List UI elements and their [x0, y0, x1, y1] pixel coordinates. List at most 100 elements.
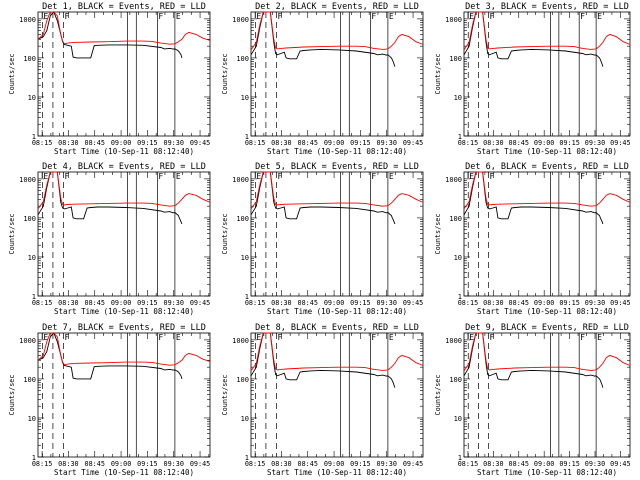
- panel-7-xtick-label: 08:30: [58, 460, 78, 468]
- panel-6-xlabel: Start Time (10-Sep-11 08:12:40): [477, 307, 617, 316]
- panel-4-marker-label: E: [43, 172, 48, 181]
- panel-4-xtick-label: 09:00: [111, 299, 131, 307]
- panel-9-xtick-label: 08:15: [458, 460, 478, 468]
- panel-4: Det 4, BLACK = Events, RED = LLD 1 10 100 10…: [8, 162, 211, 316]
- panel-3-ytick-label: 100: [449, 55, 462, 63]
- panel-1-marker-label: F: [158, 12, 163, 21]
- panel-5-title: Det 5, BLACK = Events, RED = LLD: [255, 162, 419, 172]
- panel-2-xtick-label: 09:00: [324, 139, 344, 147]
- panel-7-marker-label: F: [64, 333, 69, 342]
- panel-9-series-lld: [463, 332, 631, 372]
- panel-2-ytick-label: 1000: [232, 16, 249, 24]
- panel-7-series-events: [37, 332, 183, 380]
- panel-2-ylabel: Counts/sec: [221, 54, 229, 95]
- panel-1-plot-frame: [37, 11, 211, 137]
- panel-5-ytick-label: 10: [241, 254, 249, 262]
- panel-5-series-lld: [250, 171, 424, 210]
- panel-1-marker-label: F: [64, 12, 69, 21]
- panel-3-series-lld: [463, 11, 631, 51]
- panel-5-ytick-label: 1000: [232, 176, 249, 184]
- panel-1: Det 1, BLACK = Events, RED = LLD 1 10 100 10…: [8, 2, 211, 156]
- panel-7-title: Det 7, BLACK = Events, RED = LLD: [42, 323, 206, 333]
- panel-5-plot-frame: [250, 171, 424, 297]
- panel-9-ytick-label: 1000: [445, 337, 462, 345]
- panel-1-xtick-label: 09:45: [190, 139, 210, 147]
- panel-5-xtick-label: 09:30: [376, 299, 396, 307]
- panel-3-xtick-label: 08:45: [509, 139, 529, 147]
- panel-9-xtick-label: 08:30: [483, 460, 503, 468]
- panel-8-xtick-label: 09:45: [403, 460, 423, 468]
- panel-3-xtick-label: 09:15: [559, 139, 579, 147]
- panel-2-marker-label: F: [277, 12, 282, 21]
- panel-9-plot-frame: [463, 332, 631, 458]
- panel-2-xtick-label: 09:15: [350, 139, 370, 147]
- panel-8-ylabel: Counts/sec: [221, 375, 229, 416]
- panel-5-xtick-label: 08:30: [271, 299, 291, 307]
- panel-5-ylabel: Counts/sec: [221, 214, 229, 255]
- panel-5: Det 5, BLACK = Events, RED = LLD 1 10 100 10…: [221, 162, 424, 316]
- panel-3-ytick-label: 1000: [445, 16, 462, 24]
- panel-7-plot-frame: [37, 332, 211, 458]
- panel-9-xtick-label: 09:30: [585, 460, 605, 468]
- panel-2-plot-frame: [250, 11, 424, 137]
- panel-8-xtick-label: 09:15: [350, 460, 370, 468]
- panel-4-xtick-label: 08:30: [58, 299, 78, 307]
- panel-4-series-lld: [37, 171, 211, 210]
- panel-2-marker-label: F: [371, 12, 376, 21]
- panel-5-marker-label: F: [277, 172, 282, 181]
- panel-6-ylabel: Counts/sec: [434, 214, 442, 255]
- panel-3-marker-label: E: [469, 12, 474, 21]
- panel-1-title: Det 1, BLACK = Events, RED = LLD: [42, 2, 206, 12]
- panel-4-plot-frame: [37, 171, 211, 297]
- panel-9-ytick-label: 100: [449, 376, 462, 384]
- panel-4-marker-label: F: [158, 172, 163, 181]
- panel-7-ytick-label: 100: [23, 376, 36, 384]
- panel-4-xtick-label: 09:45: [190, 299, 210, 307]
- panel-7-xtick-label: 09:30: [163, 460, 183, 468]
- panel-7-xtick-label: 09:15: [137, 460, 157, 468]
- panel-7-ytick-label: 1000: [19, 337, 36, 345]
- panel-7-marker-label: F: [158, 333, 163, 342]
- panel-5-ytick-label: 100: [236, 215, 249, 223]
- panel-5-ytick-label: 1: [245, 293, 249, 301]
- panel-6-marker-label: F: [490, 172, 495, 181]
- panel-4-xtick-label: 09:15: [137, 299, 157, 307]
- panel-6: Det 6, BLACK = Events, RED = LLD 1 10 100 10…: [434, 162, 631, 316]
- panel-6-xtick-label: 09:45: [610, 299, 630, 307]
- panel-6-xtick-label: 09:00: [534, 299, 554, 307]
- panel-8-xtick-label: 09:30: [376, 460, 396, 468]
- panel-6-ytick-label: 10: [454, 254, 462, 262]
- panel-3-xtick-label: 09:00: [534, 139, 554, 147]
- panel-8-marker-label: F: [371, 333, 376, 342]
- panel-3-xtick-label: 09:30: [585, 139, 605, 147]
- panel-5-marker-label: F: [371, 172, 376, 181]
- panel-6-xtick-label: 09:30: [585, 299, 605, 307]
- panel-3-marker-label: F: [580, 12, 585, 21]
- panel-8: Det 8, BLACK = Events, RED = LLD 1 10 100 10…: [221, 323, 424, 477]
- panel-8-series-lld: [250, 332, 424, 372]
- panel-1-ylabel: Counts/sec: [8, 54, 16, 95]
- panel-2-title: Det 2, BLACK = Events, RED = LLD: [255, 2, 419, 12]
- panel-6-plot-frame: [463, 171, 631, 297]
- panel-2: Det 2, BLACK = Events, RED = LLD 1 10 100 10…: [221, 2, 424, 156]
- panel-4-marker-label: F: [64, 172, 69, 181]
- panel-3-xtick-label: 08:15: [458, 139, 478, 147]
- panel-2-xtick-label: 08:30: [271, 139, 291, 147]
- panel-1-ytick-label: 100: [23, 55, 36, 63]
- panel-9-ytick-label: 1: [458, 454, 462, 462]
- panel-6-xtick-label: 08:45: [509, 299, 529, 307]
- panel-7-xtick-label: 09:00: [111, 460, 131, 468]
- panel-7: Det 7, BLACK = Events, RED = LLD 1 10 100 10…: [8, 323, 211, 477]
- panel-2-ytick-label: 1: [245, 133, 249, 141]
- panel-1-xtick-label: 09:00: [111, 139, 131, 147]
- panel-9-xtick-label: 08:45: [509, 460, 529, 468]
- panel-4-ylabel: Counts/sec: [8, 214, 16, 255]
- panel-4-ytick-label: 1000: [19, 176, 36, 184]
- panel-7-xlabel: Start Time (10-Sep-11 08:12:40): [54, 468, 194, 477]
- panel-2-xlabel: Start Time (10-Sep-11 08:12:40): [267, 147, 407, 156]
- panel-1-marker-label: E: [43, 12, 48, 21]
- panel-2-series-lld: [250, 11, 424, 51]
- panel-8-xlabel: Start Time (10-Sep-11 08:12:40): [267, 468, 407, 477]
- panel-8-marker-label: E: [389, 333, 394, 342]
- panel-1-xtick-label: 09:15: [137, 139, 157, 147]
